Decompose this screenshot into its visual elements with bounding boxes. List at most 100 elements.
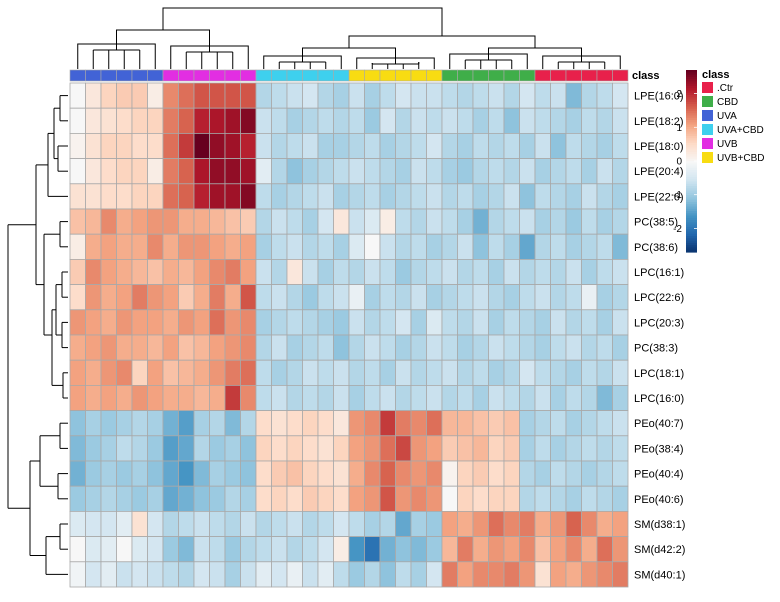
heatmap-cell bbox=[550, 485, 567, 512]
heatmap-cell bbox=[596, 258, 613, 285]
heatmap-cell bbox=[379, 435, 396, 462]
heatmap-cell bbox=[534, 258, 551, 285]
heatmap-cell bbox=[612, 309, 629, 336]
heatmap-cell bbox=[69, 384, 86, 411]
heatmap-cell bbox=[488, 435, 505, 462]
heatmap-cell bbox=[286, 561, 303, 588]
heatmap-cell bbox=[503, 208, 520, 235]
heatmap-cell bbox=[550, 309, 567, 336]
colorbar-segment bbox=[686, 133, 697, 137]
colorbar-segment bbox=[686, 172, 697, 176]
heatmap-cell bbox=[364, 384, 381, 411]
annotation-cell bbox=[240, 69, 257, 82]
heatmap-cell bbox=[612, 359, 629, 386]
heatmap-cell bbox=[240, 107, 257, 134]
annotation-cell bbox=[534, 69, 551, 82]
heatmap-cell bbox=[379, 309, 396, 336]
heatmap-cell bbox=[379, 561, 396, 588]
heatmap-cell bbox=[116, 460, 133, 487]
heatmap-cell bbox=[348, 435, 365, 462]
heatmap-cell bbox=[162, 485, 179, 512]
heatmap-cell bbox=[147, 334, 164, 361]
heatmap-cell bbox=[596, 359, 613, 386]
heatmap-cell bbox=[457, 359, 474, 386]
legend-entry: UVA bbox=[717, 111, 737, 122]
heatmap-cell bbox=[565, 334, 582, 361]
heatmap-cell bbox=[255, 183, 272, 210]
heatmap-cell bbox=[612, 208, 629, 235]
heatmap-cell bbox=[116, 132, 133, 159]
heatmap-cell bbox=[379, 359, 396, 386]
heatmap-cell bbox=[348, 410, 365, 437]
heatmap-cell bbox=[472, 258, 489, 285]
heatmap-cell bbox=[240, 309, 257, 336]
heatmap-cell bbox=[255, 510, 272, 537]
colorbar-segment bbox=[686, 190, 697, 194]
heatmap-cell bbox=[426, 309, 443, 336]
heatmap-cell bbox=[534, 561, 551, 588]
heatmap-cell bbox=[410, 208, 427, 235]
heatmap-cell bbox=[131, 258, 148, 285]
heatmap-cell bbox=[596, 561, 613, 588]
heatmap-cell bbox=[100, 183, 117, 210]
heatmap-cell bbox=[131, 561, 148, 588]
row-label: PEo(40:7) bbox=[634, 418, 684, 430]
annotation-cell bbox=[426, 69, 443, 82]
heatmap-cell bbox=[581, 258, 598, 285]
row-label: PEo(40:4) bbox=[634, 469, 684, 481]
heatmap-cell bbox=[178, 132, 195, 159]
heatmap-cell bbox=[333, 208, 350, 235]
heatmap-cell bbox=[410, 82, 427, 109]
heatmap-cell bbox=[395, 410, 412, 437]
heatmap-cell bbox=[116, 258, 133, 285]
heatmap-cell bbox=[534, 359, 551, 386]
colorbar-segment bbox=[686, 224, 697, 228]
colorbar-segment bbox=[686, 83, 697, 87]
colorbar-segment bbox=[686, 201, 697, 205]
heatmap-cell bbox=[317, 208, 334, 235]
heatmap-cell bbox=[395, 384, 412, 411]
heatmap-cell bbox=[503, 410, 520, 437]
heatmap-cell bbox=[503, 536, 520, 563]
colorbar-segment bbox=[686, 101, 697, 105]
heatmap-cell bbox=[550, 410, 567, 437]
heatmap-cell bbox=[503, 284, 520, 311]
heatmap-cell bbox=[193, 359, 210, 386]
annotation-cell bbox=[379, 69, 396, 82]
heatmap-cell bbox=[85, 183, 102, 210]
heatmap-cell bbox=[410, 561, 427, 588]
colorbar-segment bbox=[686, 229, 697, 233]
colorbar-segment bbox=[686, 165, 697, 169]
heatmap-cell bbox=[612, 258, 629, 285]
colorbar-segment bbox=[686, 174, 697, 178]
heatmap-cell bbox=[550, 510, 567, 537]
heatmap-cell bbox=[193, 435, 210, 462]
heatmap-cell bbox=[410, 284, 427, 311]
heatmap-cell bbox=[333, 536, 350, 563]
heatmap-cell bbox=[69, 410, 86, 437]
heatmap-cell bbox=[131, 435, 148, 462]
row-label: LPC(18:1) bbox=[634, 368, 684, 380]
heatmap-cell bbox=[240, 183, 257, 210]
heatmap-cell bbox=[550, 158, 567, 185]
heatmap-cell bbox=[69, 183, 86, 210]
heatmap-cell bbox=[193, 284, 210, 311]
heatmap-cell bbox=[317, 258, 334, 285]
heatmap-cell bbox=[457, 460, 474, 487]
heatmap-cell bbox=[131, 309, 148, 336]
heatmap-cell bbox=[348, 208, 365, 235]
heatmap-cell bbox=[162, 435, 179, 462]
heatmap-cell bbox=[193, 485, 210, 512]
heatmap-cell bbox=[581, 158, 598, 185]
heatmap-cell bbox=[426, 208, 443, 235]
annotation-label: class bbox=[632, 70, 660, 82]
heatmap-cell bbox=[457, 132, 474, 159]
heatmap-cell bbox=[519, 510, 536, 537]
heatmap-cell bbox=[224, 132, 241, 159]
heatmap-cell bbox=[426, 536, 443, 563]
heatmap-cell bbox=[441, 485, 458, 512]
heatmap-cell bbox=[488, 82, 505, 109]
heatmap-cell bbox=[333, 510, 350, 537]
heatmap-cell bbox=[379, 107, 396, 134]
